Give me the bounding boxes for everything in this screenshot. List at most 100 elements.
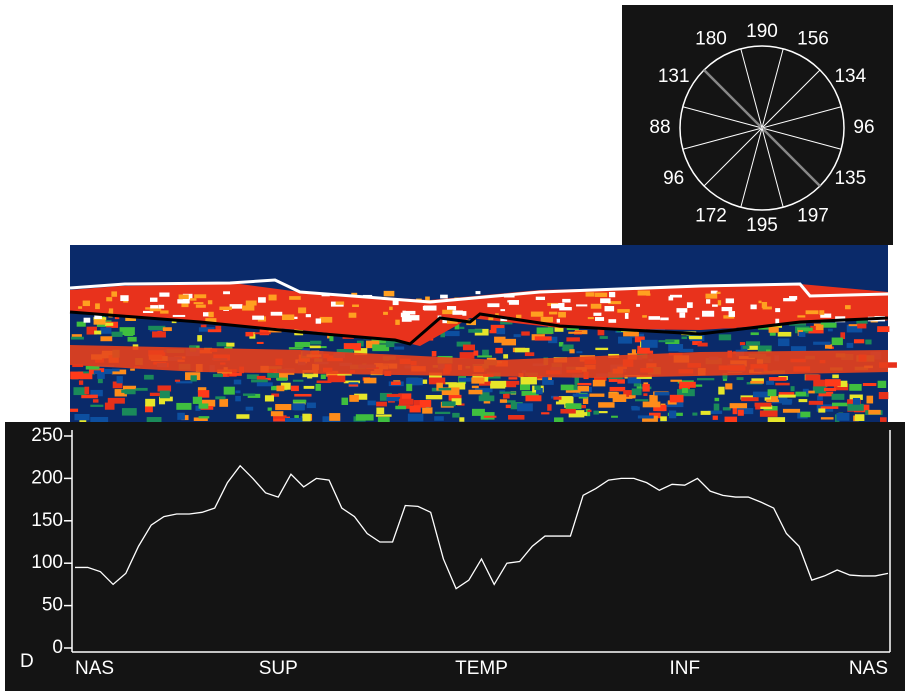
speckle (215, 396, 226, 400)
speckle (592, 379, 606, 387)
speckle (668, 344, 684, 352)
speckle (831, 402, 850, 407)
speckle (479, 381, 497, 386)
speckle (124, 389, 136, 395)
speckle (159, 396, 173, 402)
speckle (517, 403, 533, 412)
speckle (642, 401, 661, 408)
speckle (631, 406, 640, 411)
speckle (260, 377, 271, 381)
speckle (739, 342, 746, 346)
speckle (791, 346, 807, 352)
speckle (94, 330, 102, 335)
speckle (100, 327, 112, 334)
y-tick-label: 250 (31, 425, 63, 446)
speckle (501, 400, 516, 403)
speckle (553, 396, 562, 400)
speckle (149, 306, 162, 312)
speckle (471, 377, 485, 384)
speckle (157, 385, 172, 392)
speckle (441, 401, 456, 407)
speckle (503, 380, 520, 385)
speckle (521, 331, 530, 336)
speckle (477, 355, 492, 358)
speckle (540, 316, 554, 323)
speckle (409, 405, 421, 413)
speckle (513, 334, 521, 338)
speckle (271, 393, 280, 397)
speckle (316, 380, 332, 384)
x-tick-label: SUP (259, 658, 298, 679)
speckle (198, 327, 215, 332)
speckle (767, 389, 777, 397)
speckle (440, 294, 448, 299)
speckle (125, 316, 136, 321)
speckle (750, 380, 764, 384)
speckle (273, 416, 291, 422)
speckle (145, 398, 156, 407)
speckle (254, 332, 271, 335)
speckle (558, 303, 565, 308)
speckle (149, 392, 162, 397)
speckle (383, 290, 395, 297)
speckle (85, 365, 100, 370)
speckle (496, 328, 506, 335)
speckle (554, 325, 564, 332)
speckle (194, 294, 207, 299)
speckle (732, 407, 737, 415)
speckle (755, 405, 761, 410)
speckle (555, 401, 574, 405)
speckle (660, 416, 667, 422)
speckle (750, 304, 757, 310)
speckle (668, 410, 677, 419)
speckle (448, 382, 466, 390)
speckle (236, 414, 250, 419)
speckle (766, 399, 779, 403)
speckle (623, 390, 636, 397)
speckle (800, 411, 811, 418)
speckle (306, 402, 316, 409)
speckle (130, 368, 135, 371)
speckle (74, 413, 90, 421)
speckle (201, 399, 216, 407)
speckle (251, 379, 268, 383)
speckle (462, 311, 467, 316)
speckle (808, 390, 815, 394)
speckle (124, 331, 134, 337)
speckle (757, 345, 772, 353)
speckle (407, 413, 424, 422)
speckle (315, 318, 322, 324)
speckle (146, 417, 162, 423)
speckle (112, 368, 120, 372)
speckle (505, 404, 512, 409)
speckle (329, 334, 334, 342)
speckle (95, 303, 100, 310)
speckle (100, 336, 113, 342)
speckle (542, 376, 549, 382)
speckle (628, 378, 641, 384)
speckle (718, 386, 725, 395)
speckle (668, 296, 674, 301)
speckle (303, 385, 315, 389)
speckle (242, 305, 255, 311)
speckle (782, 408, 801, 413)
speckle (723, 315, 735, 319)
speckle (335, 301, 345, 305)
speckle (97, 378, 103, 384)
speckle (866, 395, 874, 404)
speckle (478, 395, 495, 402)
speckle (123, 385, 137, 391)
speckle (456, 341, 471, 347)
speckle (681, 388, 688, 393)
speckle (395, 405, 407, 410)
speckle (462, 344, 475, 351)
speckle (750, 332, 759, 336)
speckle (845, 305, 851, 310)
speckle (459, 326, 465, 330)
speckle (349, 394, 359, 402)
speckle (856, 318, 868, 324)
speckle (246, 374, 259, 379)
sector-boundary (761, 69, 821, 129)
speckle (245, 331, 254, 337)
speckle (767, 417, 786, 424)
